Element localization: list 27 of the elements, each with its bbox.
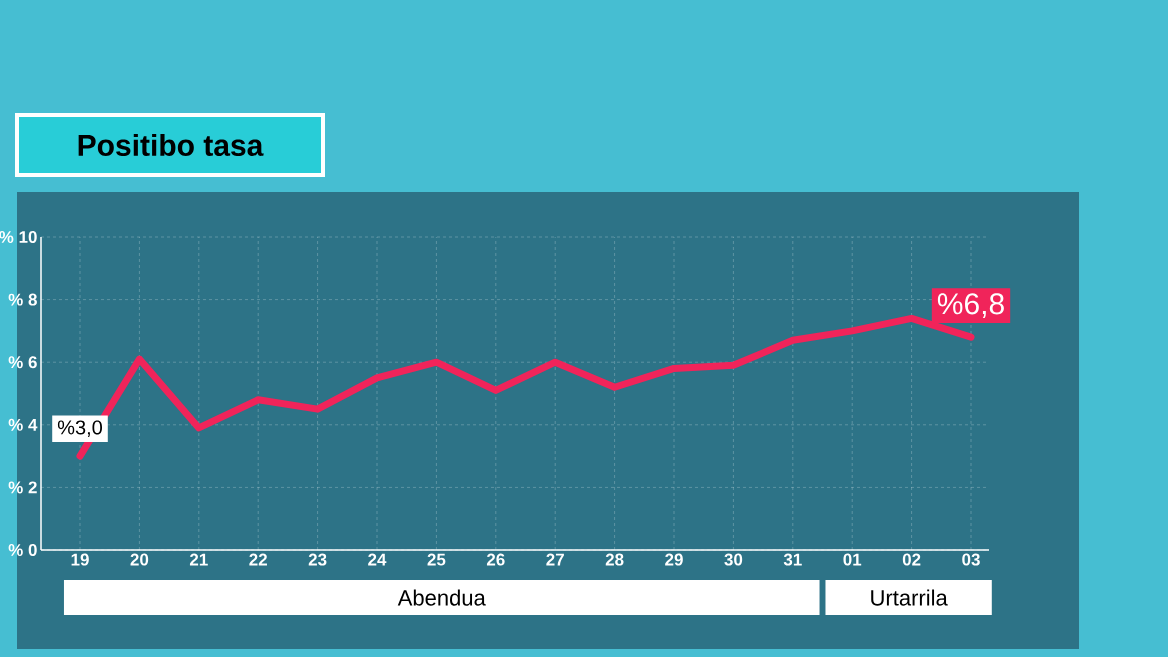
x-tick-label: 02 bbox=[902, 553, 921, 566]
x-tick-label: 20 bbox=[130, 553, 149, 566]
y-tick-label: % 10 bbox=[0, 230, 37, 244]
x-tick-label: 22 bbox=[249, 553, 267, 566]
text: Abendua bbox=[397, 589, 486, 606]
x-tick-label: 21 bbox=[189, 553, 208, 566]
data-label: %3,0 bbox=[57, 420, 102, 437]
x-tick-label: 23 bbox=[308, 553, 327, 566]
y-tick-label: % 8 bbox=[8, 293, 37, 306]
chart-title: Positibo tasa bbox=[78, 133, 264, 157]
x-tick-label: 03 bbox=[962, 553, 980, 566]
y-tick-label: % 0 bbox=[8, 543, 37, 557]
x-tick-label: 24 bbox=[368, 553, 387, 566]
x-tick-label: 31 bbox=[783, 553, 802, 566]
x-tick-label: 26 bbox=[486, 553, 505, 566]
x-tick-label: 01 bbox=[843, 553, 862, 566]
x-tick-label: 19 bbox=[71, 553, 89, 566]
y-tick-label: % 2 bbox=[8, 481, 37, 494]
x-tick-label: 29 bbox=[665, 553, 683, 566]
x-tick-label: 28 bbox=[605, 553, 624, 566]
y-tick-label: % 6 bbox=[8, 356, 37, 369]
x-tick-label: 25 bbox=[427, 553, 446, 566]
data-label: %6,8 bbox=[937, 293, 1004, 318]
x-tick-label: 30 bbox=[724, 553, 743, 566]
y-tick-label: % 4 bbox=[8, 418, 38, 431]
x-tick-label: 27 bbox=[546, 553, 564, 566]
text: Urtarrila bbox=[871, 589, 948, 606]
